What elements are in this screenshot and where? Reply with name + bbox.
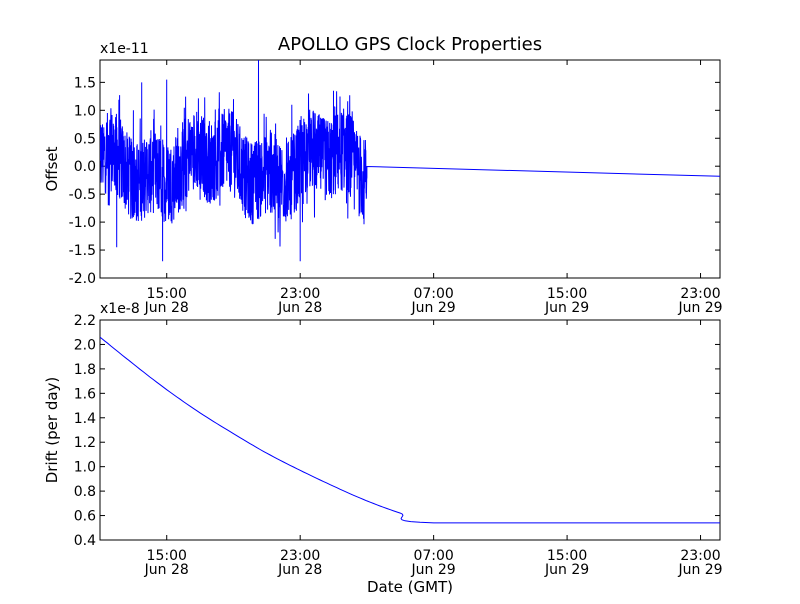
y-tick-label: 0.6 — [74, 509, 96, 525]
x-tick-label-date: Jun 28 — [144, 300, 189, 316]
y-tick-label: 1.0 — [74, 103, 96, 119]
x-tick-label-date: Jun 28 — [144, 562, 189, 578]
y-tick-label: 1.0 — [74, 460, 96, 476]
y-tick-label: -1.0 — [69, 215, 96, 231]
y-tick-label: 0.0 — [74, 159, 96, 175]
y-axis-label: Offset — [43, 146, 61, 191]
x-tick-label-time: 07:00 — [413, 548, 453, 564]
y-exponent-label: x1e-11 — [100, 41, 149, 57]
plot-frame — [99, 319, 721, 541]
y-tick-label: 2.2 — [74, 313, 96, 329]
x-tick-label-time: 15:00 — [147, 286, 187, 302]
y-exponent-label: x1e-8 — [100, 301, 140, 317]
y-tick-label: 1.5 — [74, 75, 96, 91]
series-line — [100, 60, 720, 262]
y-tick-label: 0.5 — [74, 131, 96, 147]
plot-frame — [99, 59, 721, 279]
x-tick-label-time: 23:00 — [680, 286, 720, 302]
y-tick-label: 1.6 — [74, 386, 96, 402]
x-tick-label-date: Jun 29 — [677, 562, 722, 578]
y-tick-label: -0.5 — [69, 187, 96, 203]
y-tick-label: 1.4 — [74, 411, 96, 427]
x-tick-label-time: 23:00 — [280, 548, 320, 564]
x-tick-label-time: 15:00 — [147, 548, 187, 564]
x-tick-label-date: Jun 29 — [544, 300, 589, 316]
x-tick-label-date: Jun 28 — [277, 300, 322, 316]
x-tick-label-time: 15:00 — [547, 286, 587, 302]
x-tick-label-date: Jun 28 — [277, 562, 322, 578]
x-tick-label-time: 07:00 — [413, 286, 453, 302]
x-tick-label-date: Jun 29 — [544, 562, 589, 578]
y-tick-label: 0.8 — [74, 484, 96, 500]
x-tick-label-date: Jun 29 — [411, 300, 456, 316]
x-tick-label-time: 15:00 — [547, 548, 587, 564]
x-tick-label-date: Jun 29 — [677, 300, 722, 316]
x-tick-label-time: 23:00 — [280, 286, 320, 302]
y-tick-label: 2.0 — [74, 337, 96, 353]
y-tick-label: -2.0 — [69, 271, 96, 287]
x-axis-label: Date (GMT) — [367, 578, 453, 596]
y-tick-label: 0.4 — [74, 533, 96, 549]
x-tick-label-date: Jun 29 — [411, 562, 456, 578]
y-tick-label: 1.2 — [74, 435, 96, 451]
x-tick-label-time: 23:00 — [680, 548, 720, 564]
y-tick-label: 1.8 — [74, 362, 96, 378]
series-line — [100, 336, 720, 524]
y-axis-label: Drift (per day) — [43, 377, 61, 484]
y-tick-label: -1.5 — [69, 243, 96, 259]
figure-title: APOLLO GPS Clock Properties — [278, 34, 542, 55]
